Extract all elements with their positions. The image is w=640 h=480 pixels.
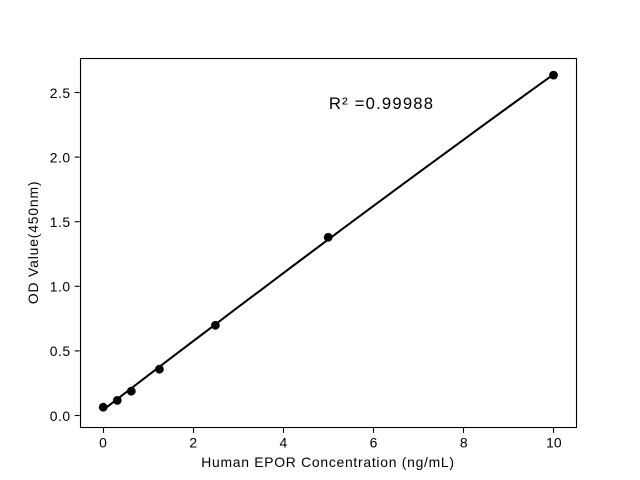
svg-text:0.5: 0.5 <box>50 343 71 359</box>
svg-text:2.5: 2.5 <box>50 85 71 101</box>
svg-text:0: 0 <box>99 435 107 451</box>
svg-text:OD Value(450nm): OD Value(450nm) <box>25 181 41 305</box>
svg-text:8: 8 <box>460 435 468 451</box>
svg-text:Human EPOR Concentration (ng/m: Human EPOR Concentration (ng/mL) <box>201 454 454 470</box>
svg-text:2: 2 <box>189 435 197 451</box>
svg-text:1.0: 1.0 <box>50 279 71 295</box>
svg-text:1.5: 1.5 <box>50 214 71 230</box>
svg-text:R² =0.99988: R² =0.99988 <box>329 94 434 113</box>
svg-text:2.0: 2.0 <box>50 149 71 165</box>
svg-text:6: 6 <box>370 435 378 451</box>
svg-text:10: 10 <box>546 435 562 451</box>
svg-text:4: 4 <box>280 435 288 451</box>
svg-text:0.0: 0.0 <box>50 408 71 424</box>
